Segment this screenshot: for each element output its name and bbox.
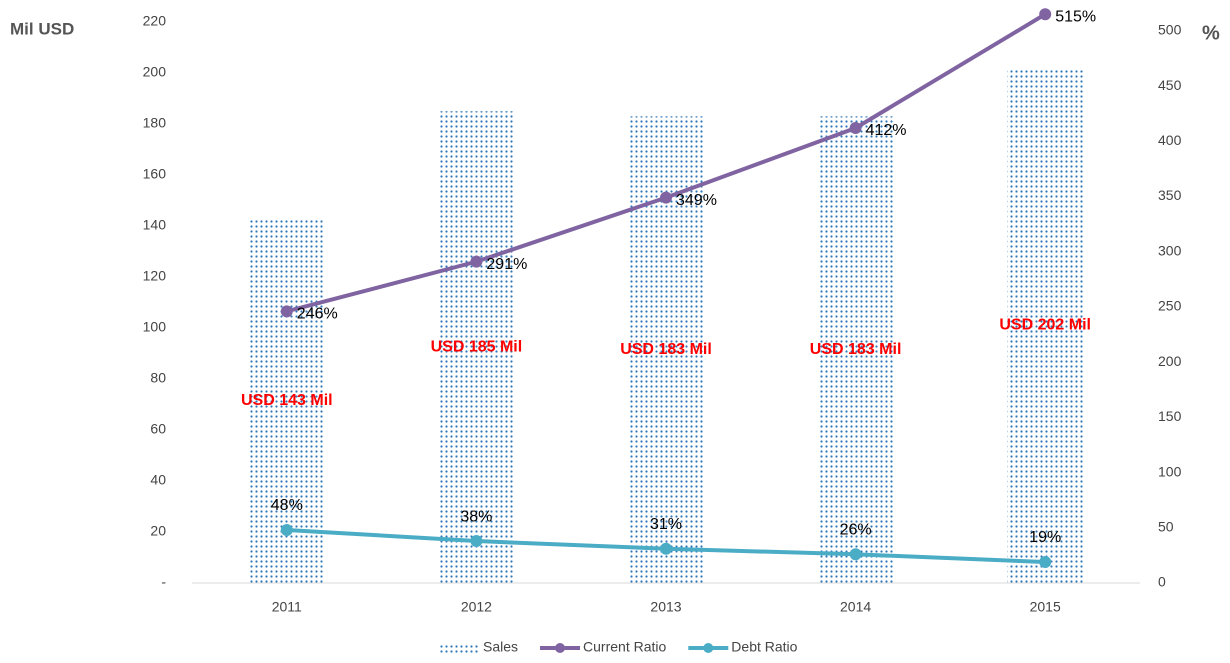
line-marker bbox=[1039, 556, 1052, 569]
y-tick-label: 140 bbox=[143, 217, 167, 233]
legend-label: Current Ratio bbox=[583, 639, 666, 655]
y2-tick-label: 500 bbox=[1158, 22, 1182, 38]
bar-value-label: USD 183 Mil bbox=[620, 341, 712, 358]
y2-tick-label: 300 bbox=[1158, 242, 1182, 258]
point-value-label: 31% bbox=[650, 516, 682, 533]
y-tick-label: - bbox=[161, 574, 166, 590]
y-tick-label: 20 bbox=[150, 523, 166, 539]
line-marker bbox=[1039, 8, 1052, 21]
point-value-label: 19% bbox=[1029, 529, 1061, 546]
y2-tick-label: 50 bbox=[1158, 518, 1174, 534]
line-marker bbox=[849, 122, 862, 135]
bar-value-label: USD 202 Mil bbox=[999, 317, 1091, 334]
line-marker bbox=[470, 535, 483, 548]
y2-tick-label: 400 bbox=[1158, 132, 1182, 148]
bar bbox=[248, 218, 325, 583]
legend-label: Sales bbox=[483, 639, 518, 655]
point-value-label: 349% bbox=[676, 192, 717, 209]
point-value-label: 26% bbox=[840, 522, 872, 539]
point-value-label: 412% bbox=[866, 122, 907, 139]
line-marker bbox=[470, 255, 483, 268]
line-marker bbox=[280, 523, 293, 536]
legend-marker bbox=[555, 643, 566, 653]
y-tick-label: 100 bbox=[143, 319, 167, 335]
line-marker bbox=[280, 305, 293, 318]
point-value-label: 48% bbox=[271, 497, 303, 514]
line-marker bbox=[660, 191, 672, 204]
point-value-label: 291% bbox=[486, 256, 527, 273]
x-tick-label: 2011 bbox=[272, 599, 302, 615]
y2-tick-label: 150 bbox=[1158, 408, 1182, 424]
y-tick-label: 80 bbox=[150, 370, 166, 386]
y-tick-label: 220 bbox=[143, 13, 167, 29]
y-axis-title: Mil USD bbox=[10, 19, 74, 38]
line-marker bbox=[849, 548, 862, 561]
y2-tick-label: 350 bbox=[1158, 187, 1182, 203]
point-value-label: 515% bbox=[1055, 8, 1096, 25]
bar bbox=[1007, 67, 1084, 583]
y2-tick-label: 200 bbox=[1158, 353, 1182, 369]
x-tick-label: 2012 bbox=[461, 599, 492, 615]
x-tick-label: 2015 bbox=[1030, 599, 1061, 615]
point-value-label: 246% bbox=[297, 306, 338, 323]
legend-label: Debt Ratio bbox=[731, 639, 797, 655]
x-tick-label: 2014 bbox=[840, 599, 871, 615]
legend-swatch bbox=[440, 643, 480, 653]
y-tick-label: 200 bbox=[143, 64, 167, 80]
y-tick-label: 60 bbox=[150, 421, 166, 437]
y2-tick-label: 450 bbox=[1158, 77, 1182, 93]
y2-tick-label: 100 bbox=[1158, 463, 1182, 479]
bar bbox=[817, 116, 894, 583]
y-tick-label: 120 bbox=[143, 268, 167, 284]
legend-marker bbox=[703, 643, 714, 653]
bar bbox=[438, 111, 515, 583]
bar-value-label: USD 185 Mil bbox=[431, 338, 523, 355]
y2-tick-label: 0 bbox=[1158, 574, 1166, 590]
bar-value-label: USD 143 Mil bbox=[241, 392, 333, 409]
bar-value-label: USD 183 Mil bbox=[810, 341, 902, 358]
line-marker bbox=[660, 542, 672, 555]
y2-axis-title: % bbox=[1202, 22, 1220, 44]
y-tick-label: 180 bbox=[143, 115, 167, 131]
y2-tick-label: 250 bbox=[1158, 298, 1182, 314]
y-tick-label: 40 bbox=[150, 472, 166, 488]
y-tick-label: 160 bbox=[143, 166, 167, 182]
point-value-label: 38% bbox=[460, 508, 492, 525]
x-tick-label: 2013 bbox=[650, 599, 681, 615]
